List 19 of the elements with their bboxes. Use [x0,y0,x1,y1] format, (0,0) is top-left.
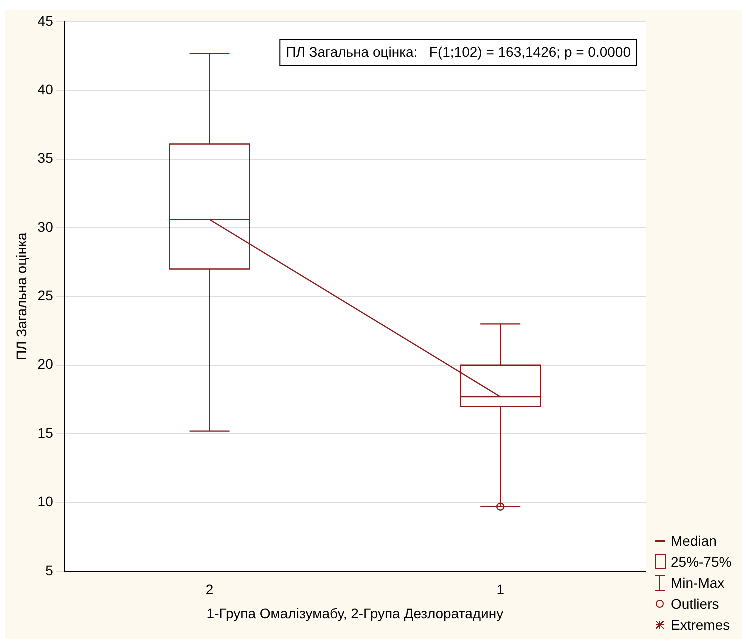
text: Min-Max [671,574,725,590]
y-tick-label: 45 [38,12,54,29]
y-axis-title: ПЛ Загальна оцінка [13,232,30,361]
y-tick-label: 20 [38,356,54,372]
y-tick-label: 5 [46,562,54,578]
y-tick-label: 15 [38,424,54,441]
text: Extremes [671,616,730,632]
y-tick-label: 35 [38,150,54,166]
text: 25%-75% [671,554,732,570]
y-tick-label: 30 [38,218,54,235]
x-tick-label: 2 [206,582,214,598]
y-tick-label: 40 [38,82,54,98]
text: Median [671,532,717,548]
y-tick-label: 10 [38,494,54,510]
text: Outliers [671,596,720,612]
y-tick-label: 25 [38,288,54,304]
x-tick-label: 1 [496,582,505,598]
x-axis-title: 1-Група Омалізумабу, 2-Група Дезлоратадину [206,605,504,622]
annotation: ПЛ Загальна оцінка: F(1;102) = 163,1426; p = 0.0000 [286,44,632,60]
